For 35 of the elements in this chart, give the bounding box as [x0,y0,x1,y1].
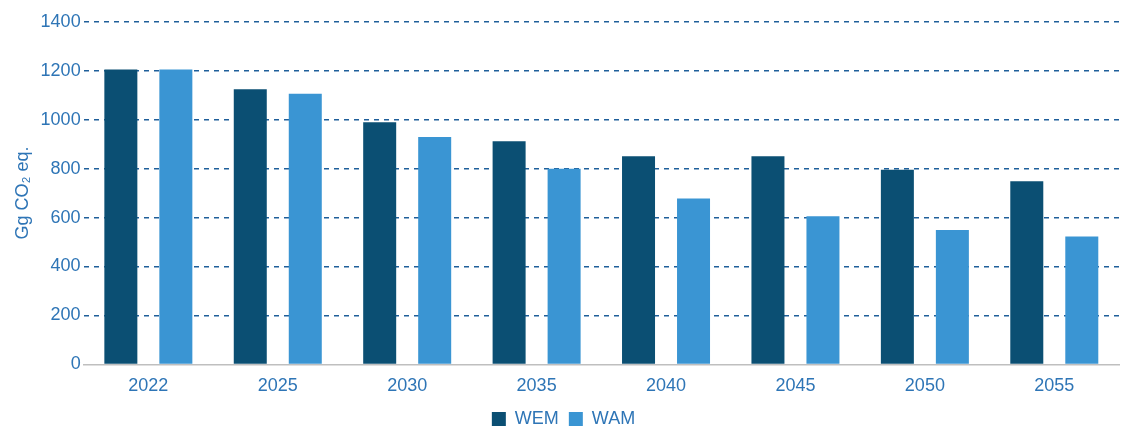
y-tick-label: 1000 [40,108,81,129]
legend-label: WEM [514,407,559,428]
legend-label: WAM [591,407,636,428]
x-tick-label: 2055 [1034,375,1075,396]
bar [492,141,526,364]
y-axis-title: Gg CO₂ eq. [11,146,32,240]
bar [880,169,914,364]
y-tick-label: 0 [70,353,81,374]
y-tick-label: 1200 [40,59,81,80]
x-tick-label: 2040 [646,375,687,396]
bar [363,122,397,364]
y-tick-label: 1400 [40,10,81,31]
y-tick-label: 800 [50,157,81,178]
bar [547,168,581,364]
x-tick-label: 2030 [387,375,428,396]
x-tick-label: 2022 [128,375,169,396]
y-tick-label: 200 [50,304,81,325]
bar [935,230,969,364]
y-tick-label: 600 [50,206,81,227]
bar [233,89,267,364]
bar [288,93,322,364]
bar [622,156,656,364]
bar [159,69,193,364]
bar [677,198,711,364]
x-tick-label: 2035 [516,375,557,396]
bar [104,69,138,364]
x-tick-label: 2045 [775,375,816,396]
x-tick-label: 2025 [257,375,298,396]
bar [418,137,452,364]
bar [751,156,785,364]
x-tick-label: 2050 [904,375,945,396]
bar [806,216,840,364]
bar [1065,236,1099,364]
y-tick-label: 400 [50,255,81,276]
bar [1010,181,1044,364]
